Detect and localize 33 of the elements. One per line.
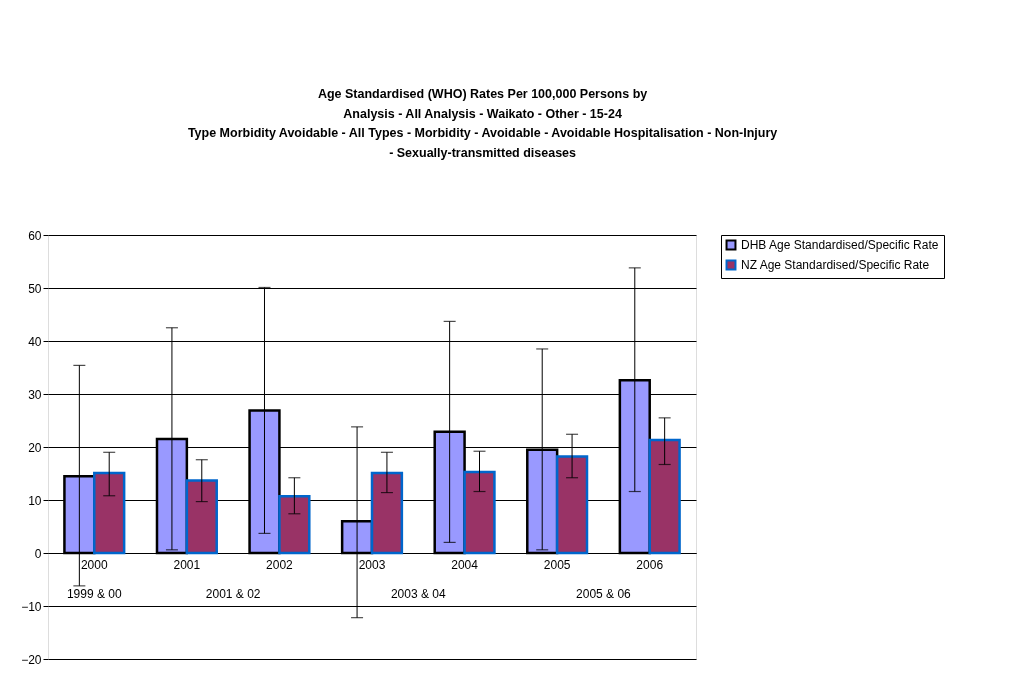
y-tick-label: 40 (28, 334, 42, 349)
y-tick-label: 10 (28, 493, 42, 508)
text: Type Morbidity Avoidable - All Types - Morbidity - Avoidable - Avoidable Hospitalisation - Non-Injury (187, 126, 778, 140)
y-tick-label: 20 (28, 440, 42, 455)
annotation: 2001 & 02 (205, 587, 261, 601)
text: Analysis - All Analysis - Waikato - Other - 15-24 (343, 106, 622, 121)
text: - Sexually-transmitted diseases (389, 145, 577, 160)
y-tick-label: 50 (28, 281, 42, 296)
x-tick-label: 2002 (266, 557, 294, 572)
y-tick-label: −10 (21, 599, 42, 614)
x-tick-label: 2003 (358, 557, 386, 572)
y-tick-label: 60 (28, 228, 42, 243)
bar (278, 495, 311, 555)
x-tick-label: 2005 (543, 557, 571, 572)
x-tick-label: 2006 (636, 557, 664, 572)
bar (555, 455, 589, 555)
annotation: 2005 & 06 (576, 587, 632, 601)
bar (648, 438, 681, 555)
y-tick-label: 30 (28, 387, 42, 402)
bar (370, 471, 404, 555)
y-tick-label: 0 (34, 546, 42, 561)
annotation: 1999 & 00 (66, 587, 122, 601)
x-tick-label: 2004 (451, 557, 479, 572)
text: Age Standardised (WHO) Rates Per 100,000 Persons by (317, 87, 648, 101)
annotation: 2003 & 04 (390, 587, 446, 601)
legend-label: NZ Age Standardised/Specific Rate (741, 258, 930, 272)
bar (93, 471, 126, 555)
legend-label: DHB Age Standardised/Specific Rate (741, 238, 939, 252)
bar (185, 479, 218, 555)
x-tick-label: 2001 (173, 557, 201, 572)
y-tick-label: −20 (21, 652, 42, 667)
x-tick-label: 2000 (80, 557, 108, 572)
bar (463, 470, 496, 555)
